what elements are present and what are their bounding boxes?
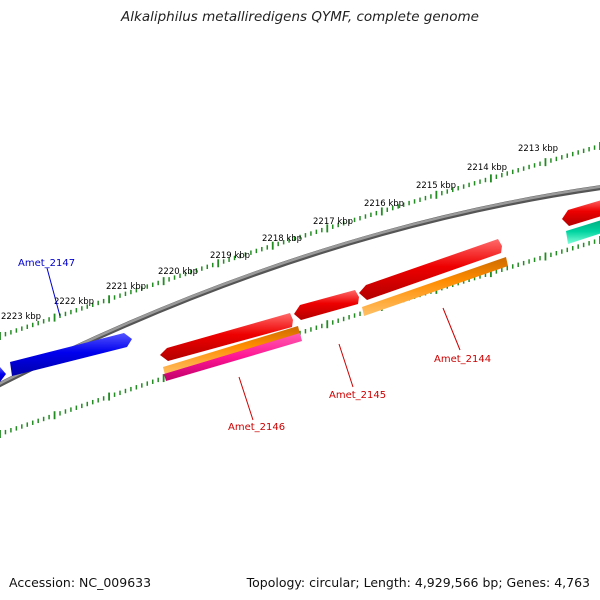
scale-label: 2218 kbp bbox=[262, 234, 302, 244]
gene-label-amet-2144[interactable]: Amet_2144 bbox=[434, 354, 491, 365]
scale-label: 2215 kbp bbox=[416, 181, 456, 191]
gene-amet-2144[interactable] bbox=[359, 239, 502, 300]
feature-orange-2146 bbox=[163, 326, 300, 375]
genome-title: Alkaliphilus metalliredigens QYMF, compl… bbox=[121, 9, 479, 25]
scale-label: 2213 kbp bbox=[518, 144, 558, 154]
pointer-amet-2147 bbox=[46, 267, 61, 317]
scale-label: 2220 kbp bbox=[158, 267, 198, 277]
gene-fragment-left[interactable] bbox=[0, 367, 6, 383]
scale-label: 2217 kbp bbox=[313, 217, 353, 227]
gene-label-amet-2147[interactable]: Amet_2147 bbox=[18, 258, 75, 269]
topology-label: Topology: circular; Length: 4,929,566 bp… bbox=[246, 575, 590, 590]
scale-label: 2216 kbp bbox=[364, 199, 404, 209]
gene-right-edge[interactable] bbox=[562, 199, 600, 226]
scale-label: 2223 kbp bbox=[1, 312, 41, 322]
pointer-amet-2146 bbox=[238, 376, 254, 421]
gene-label-amet-2146[interactable]: Amet_2146 bbox=[228, 422, 285, 433]
feature-orange-2144 bbox=[362, 257, 508, 316]
scale-label: 2221 kbp bbox=[106, 282, 146, 292]
feature-teal-right bbox=[566, 220, 600, 244]
pointer-amet-2144 bbox=[442, 307, 461, 351]
gene-label-amet-2145[interactable]: Amet_2145 bbox=[329, 390, 386, 401]
pointer-amet-2145 bbox=[338, 343, 354, 388]
accession-label: Accession: NC_009633 bbox=[9, 575, 152, 590]
gene-amet-2145[interactable] bbox=[294, 290, 359, 320]
scale-label: 2214 kbp bbox=[467, 163, 507, 173]
outer-scale-ticks bbox=[0, 142, 600, 340]
scale-label: 2222 kbp bbox=[54, 297, 94, 307]
feature-pink-2146 bbox=[164, 333, 302, 381]
scale-label: 2219 kbp bbox=[210, 251, 250, 261]
gene-amet-2146[interactable] bbox=[160, 313, 293, 361]
gene-amet-2147[interactable] bbox=[10, 333, 132, 376]
genome-backbone bbox=[0, 185, 600, 388]
